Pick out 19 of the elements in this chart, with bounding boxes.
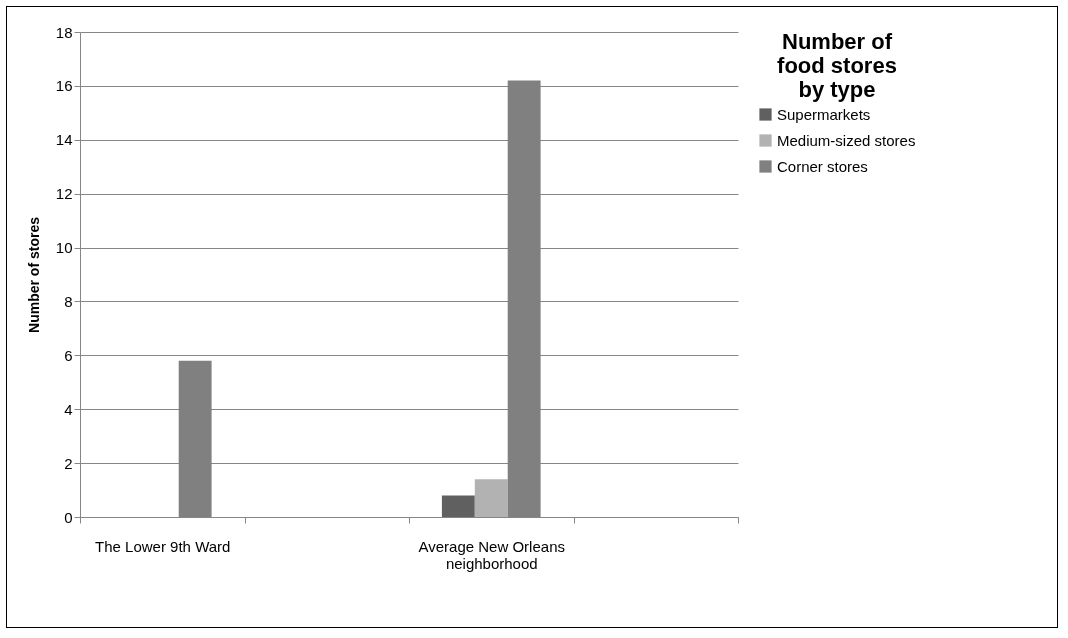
bar: [441, 495, 475, 517]
y-tick-label: 12: [55, 185, 73, 203]
y-tick-label: 2: [64, 454, 73, 472]
legend-title: Number of food stores by type: [777, 29, 897, 102]
x-tick-label: The Lower 9th Ward: [95, 537, 231, 555]
y-tick-label: 14: [55, 131, 73, 149]
y-tick-label: 8: [64, 292, 73, 310]
x-tick-label: Average New Orleans neighborhood: [418, 537, 565, 572]
y-axis-title: Number of stores: [25, 216, 42, 333]
y-tick-label: 6: [64, 346, 73, 364]
y-tick-label: 10: [55, 239, 73, 257]
y-tick-label: 16: [55, 77, 73, 95]
y-tick-label: 18: [55, 23, 73, 41]
y-tick-label: 0: [64, 508, 73, 526]
y-tick-label: 4: [64, 400, 73, 418]
legend-label: Medium-sized stores: [777, 131, 916, 149]
legend-label: Corner stores: [777, 157, 868, 175]
bar: [474, 479, 508, 517]
legend-label: Supermarkets: [777, 105, 871, 123]
